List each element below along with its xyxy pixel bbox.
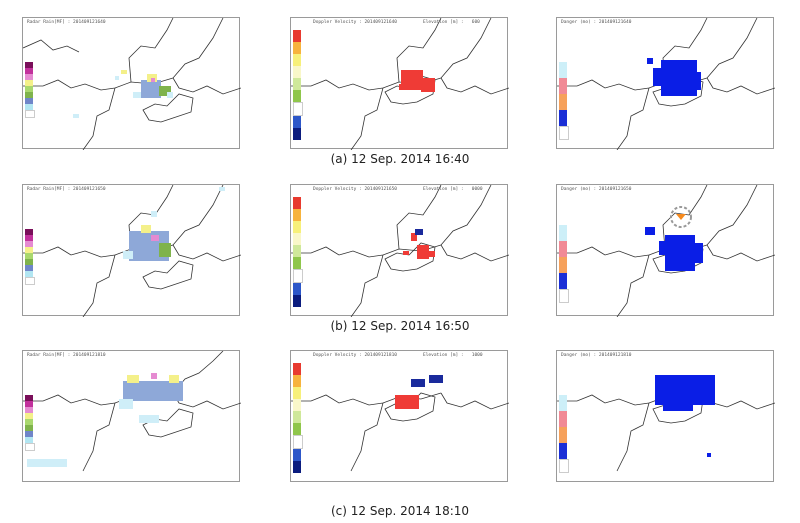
danger-panel-b: Danger (mo) : 201409121650 xyxy=(556,184,775,317)
doppler-elev-a: Elevation [m] : 600 xyxy=(423,20,480,25)
danger-title-b: Danger (mo) : 201409121650 xyxy=(561,187,632,192)
radar-map-b xyxy=(23,185,241,317)
danger-map-b xyxy=(557,185,775,317)
doppler-elev-c: Elevation [m] : 1000 xyxy=(423,353,483,358)
danger-legend-c xyxy=(559,395,569,473)
caption-b: (b) 12 Sep. 2014 16:50 xyxy=(330,319,470,333)
radar-title-b: Radar Rain[MF] : 201409121650 xyxy=(27,187,106,192)
radar-legend-c xyxy=(25,395,35,451)
doppler-legend-c xyxy=(293,363,303,473)
danger-panel-c: Danger (mo) : 201409121810 xyxy=(556,350,775,482)
doppler-map-b xyxy=(291,185,509,317)
doppler-elev-b: Elevation [m] : 0000 xyxy=(423,187,483,192)
radar-title-a: Radar Rain[MF] : 201409121640 xyxy=(27,20,106,25)
doppler-title-a: Doppler Velocity : 201409121640 xyxy=(313,20,397,25)
caption-c: (c) 12 Sep. 2014 18:10 xyxy=(330,504,470,518)
doppler-panel-c: Doppler Velocity : 201409121810 Elevatio… xyxy=(290,350,509,482)
radar-rain-panel-b: Radar Rain[MF] : 201409121650 xyxy=(22,184,241,317)
danger-legend-b xyxy=(559,225,569,303)
doppler-panel-b: Doppler Velocity : 201409121650 Elevatio… xyxy=(290,184,509,317)
doppler-panel-a: Doppler Velocity : 201409121640 Elevatio… xyxy=(290,17,509,150)
radar-title-c: Radar Rain[MF] : 201409121810 xyxy=(27,353,106,358)
radar-rain-panel-a: Radar Rain[MF] : 201409121640 xyxy=(22,17,241,150)
doppler-title-c: Doppler Velocity : 201409121810 xyxy=(313,353,397,358)
radar-legend-b xyxy=(25,229,35,285)
danger-title-a: Danger (mo) : 201409121640 xyxy=(561,20,632,25)
danger-title-c: Danger (mo) : 201409121810 xyxy=(561,353,632,358)
radar-map-c xyxy=(23,351,241,472)
danger-legend-a xyxy=(559,62,569,140)
danger-panel-a: Danger (mo) : 201409121640 xyxy=(556,17,775,150)
doppler-map-a xyxy=(291,18,509,150)
caption-a: (a) 12 Sep. 2014 16:40 xyxy=(330,152,470,166)
doppler-title-b: Doppler Velocity : 201409121650 xyxy=(313,187,397,192)
radar-map-a xyxy=(23,18,241,150)
doppler-map-c xyxy=(291,375,509,472)
danger-map-c xyxy=(557,375,775,472)
radar-rain-panel-c: Radar Rain[MF] : 201409121810 xyxy=(22,350,241,482)
danger-map-a xyxy=(557,18,775,150)
doppler-legend-a xyxy=(293,30,303,140)
radar-legend-a xyxy=(25,62,35,118)
doppler-legend-b xyxy=(293,197,303,307)
